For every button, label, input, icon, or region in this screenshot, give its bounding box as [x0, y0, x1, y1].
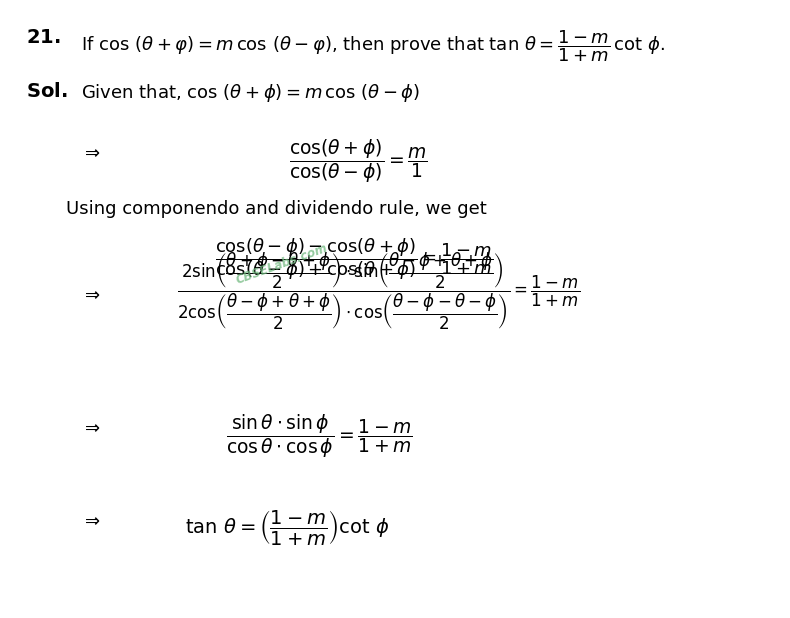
Text: $\Rightarrow$: $\Rightarrow$ [81, 285, 101, 303]
Text: $\tan\,\theta = \left(\dfrac{1-m}{1+m}\right)\cot\,\phi$: $\tan\,\theta = \left(\dfrac{1-m}{1+m}\r… [186, 509, 390, 548]
Text: $\mathbf{21.}$: $\mathbf{21.}$ [25, 28, 60, 47]
Text: CBSELabs.com: CBSELabs.com [234, 241, 329, 286]
Text: $\dfrac{\sin\theta\cdot\sin\phi}{\cos\theta\cdot\cos\phi} = \dfrac{1-m}{1+m}$: $\dfrac{\sin\theta\cdot\sin\phi}{\cos\th… [226, 412, 413, 460]
Text: $\dfrac{\cos(\theta-\phi)-\cos(\theta+\phi)}{\cos(\theta-\phi)+\cos(\theta+\phi): $\dfrac{\cos(\theta-\phi)-\cos(\theta+\p… [215, 237, 493, 282]
Text: Using componendo and dividendo rule, we get: Using componendo and dividendo rule, we … [66, 200, 487, 218]
Text: $\Rightarrow$: $\Rightarrow$ [81, 511, 101, 530]
Text: Given that, $\cos\,(\theta + \phi) = m\,\cos\,(\theta - \phi)$: Given that, $\cos\,(\theta + \phi) = m\,… [81, 82, 420, 104]
Text: $\Rightarrow$: $\Rightarrow$ [81, 418, 101, 436]
Text: $\dfrac{2\sin\!\left(\dfrac{\theta+\phi-\theta+\phi}{2}\right)\cdot\sin\!\left(\: $\dfrac{2\sin\!\left(\dfrac{\theta+\phi-… [177, 250, 580, 332]
Text: $\mathbf{Sol.}$: $\mathbf{Sol.}$ [25, 82, 67, 101]
Text: $\Rightarrow$: $\Rightarrow$ [81, 143, 101, 161]
Text: $\dfrac{\cos(\theta+\phi)}{\cos(\theta-\phi)} = \dfrac{m}{1}$: $\dfrac{\cos(\theta+\phi)}{\cos(\theta-\… [289, 137, 428, 185]
Text: If $\cos\,(\theta + \varphi) = m\,\cos\,(\theta - \varphi)$, then prove that $\t: If $\cos\,(\theta + \varphi) = m\,\cos\,… [81, 28, 665, 64]
